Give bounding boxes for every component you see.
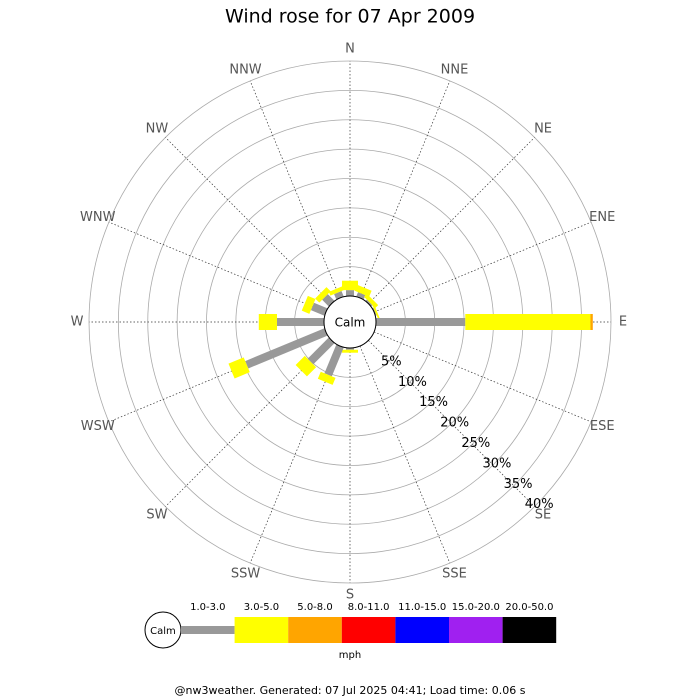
direction-label: N [345, 42, 355, 57]
wind-bar [376, 318, 466, 326]
wind-bar [277, 318, 324, 326]
direction-label: NNE [441, 62, 469, 77]
wind-bar [363, 293, 379, 309]
wind-bar [301, 295, 316, 314]
legend-label: 5.0-8.0 [297, 602, 332, 613]
wind-bar [365, 299, 373, 307]
legend-swatch [341, 617, 396, 643]
legend-swatch [502, 617, 557, 643]
direction-label: ESE [590, 419, 615, 434]
spoke [373, 331, 592, 423]
legend-label: 1.0-3.0 [190, 602, 225, 613]
legend-label: 8.0-11.0 [348, 602, 390, 613]
direction-label: W [71, 315, 84, 330]
wind-bar [342, 280, 358, 291]
legend-label: 11.0-15.0 [398, 602, 446, 613]
legend-calm-label: Calm [150, 626, 176, 637]
wind-bar [346, 348, 354, 350]
wind-bar [328, 285, 346, 296]
wind-bar [228, 357, 250, 379]
ring-label: 40% [525, 497, 554, 512]
direction-label: ENE [589, 210, 615, 225]
spoke [359, 345, 451, 564]
legend-swatch [234, 617, 289, 643]
direction-label: WSW [81, 419, 115, 434]
spoke [368, 137, 535, 304]
ring-label: 5% [381, 354, 402, 369]
ring-label: 15% [419, 395, 448, 410]
direction-label: NE [534, 121, 552, 136]
direction-label: NW [146, 121, 169, 136]
wind-bar [307, 337, 335, 365]
direction-label: WNW [80, 210, 116, 225]
ring-label: 10% [398, 375, 427, 390]
legend-label: 3.0-5.0 [244, 602, 279, 613]
spoke [165, 137, 332, 304]
direction-label: S [346, 588, 354, 603]
wind-bar [310, 302, 328, 316]
direction-label: E [619, 315, 627, 330]
wind-bar [324, 344, 344, 377]
calm-circle [323, 295, 377, 349]
legend-swatch [181, 626, 235, 634]
wind-bar [356, 292, 366, 300]
wind-bar [295, 355, 317, 377]
spoke [249, 345, 341, 564]
wind-bar [346, 290, 354, 296]
legend-swatch [395, 617, 449, 643]
calm-label: Calm [335, 316, 366, 330]
spoke [373, 221, 592, 313]
wind-bar [590, 314, 593, 330]
wind-bar [245, 328, 328, 369]
wind-bar [372, 303, 380, 319]
direction-label: SSE [442, 567, 467, 582]
direction-label: SW [146, 508, 167, 523]
legend-swatch [449, 617, 503, 643]
legend-swatch [288, 617, 342, 643]
ring-label: 20% [440, 416, 469, 431]
legend-label: 15.0-20.0 [452, 602, 500, 613]
ring-label: 35% [504, 477, 533, 492]
footer: @nw3weather. Generated: 07 Jul 2025 04:4… [175, 684, 526, 697]
legend-label: 20.0-50.0 [505, 602, 553, 613]
spoke [359, 80, 451, 299]
wind-bar [315, 287, 331, 303]
spoke [368, 340, 535, 507]
chart-title: Wind rose for 07 Apr 2009 [225, 6, 475, 28]
wind-bar [317, 371, 336, 385]
unit-label: mph [339, 650, 361, 661]
direction-label: SSW [231, 567, 261, 582]
ring-label: 30% [482, 456, 511, 471]
spoke [249, 80, 341, 299]
direction-label: NNW [229, 62, 261, 77]
wind-bar [342, 349, 358, 353]
wind-bar [258, 314, 277, 330]
wind-bar [354, 284, 372, 297]
direction-label: SE [535, 508, 551, 523]
wind-bar [465, 314, 591, 330]
ring-label: 25% [461, 436, 490, 451]
spoke [108, 221, 327, 313]
